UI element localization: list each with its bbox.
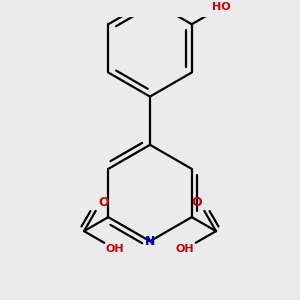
Text: O: O <box>191 196 202 209</box>
Text: HO: HO <box>212 2 231 12</box>
Text: OH: OH <box>106 244 124 254</box>
Text: O: O <box>98 196 109 209</box>
Text: OH: OH <box>176 244 194 254</box>
Text: N: N <box>145 235 155 248</box>
